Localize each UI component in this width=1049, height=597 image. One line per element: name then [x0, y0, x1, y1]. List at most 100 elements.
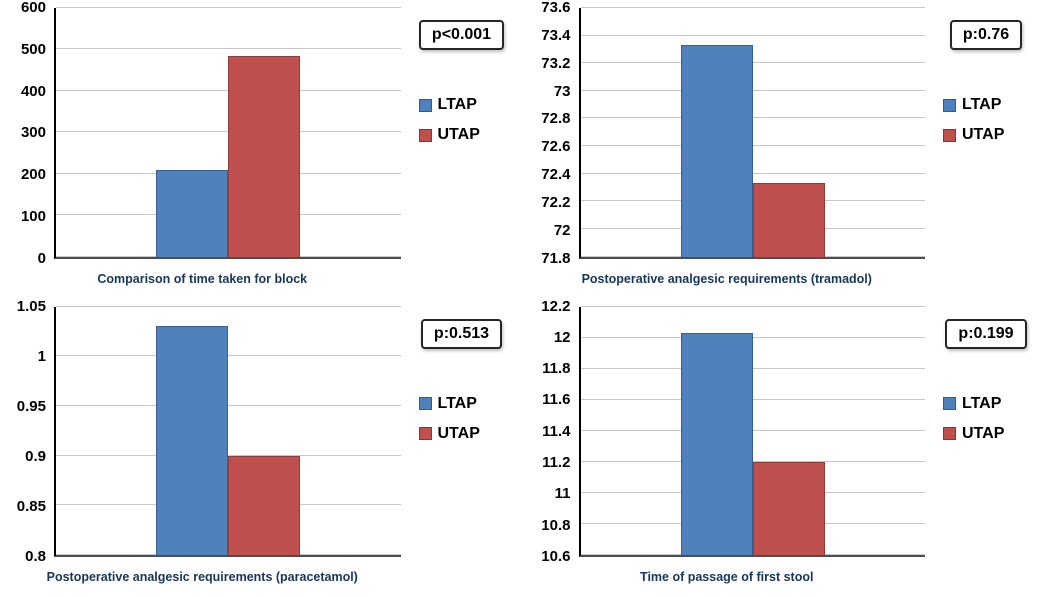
- chart-title: Postoperative analgesic requirements (pa…: [46, 570, 358, 584]
- gridline: [580, 145, 925, 147]
- p-value-label: p:0.513: [433, 324, 490, 342]
- y-tick-label: 10.8: [541, 516, 571, 534]
- y-tick-label: 73.2: [541, 54, 571, 72]
- bar-ltap: [680, 332, 753, 555]
- chart-panel-first-stool: 12.2 12 11.8 11.6 11.4 11.2 11 10.8 10.6 Time of…: [525, 299, 1049, 597]
- y-tick-label: 400: [20, 82, 46, 100]
- bar-utap: [228, 55, 301, 257]
- chart-title: Postoperative analgesic requirements (tr…: [581, 271, 872, 286]
- y-tick-label: 1: [37, 347, 46, 365]
- legend-item-ltap: LTAP: [418, 96, 480, 114]
- y-tick-label: 0.95: [16, 397, 46, 415]
- y-tick-label: 11.4: [542, 422, 571, 440]
- y-axis: 1.05 1 0.95 0.9 0.85 0.8: [4, 299, 54, 566]
- utap-swatch-icon: [943, 128, 956, 142]
- plot-area: [578, 7, 925, 259]
- legend-item-ltap: LTAP: [943, 96, 1004, 114]
- y-tick-label: 0.85: [16, 497, 46, 515]
- legend-label-ltap: LTAP: [437, 96, 477, 113]
- gridline: [580, 34, 925, 36]
- gridline: [56, 454, 401, 456]
- gridline: [580, 117, 925, 119]
- bar-ltap: [156, 326, 229, 555]
- gridline: [580, 89, 925, 91]
- y-tick-label: 12: [553, 328, 571, 346]
- bar-utap: [752, 183, 825, 257]
- gridline: [580, 429, 925, 431]
- chart-panel-tramadol: 73.6 73.4 73.2 73 72.8 72.6 72.4 72.2 72 71.8 Pos…: [525, 0, 1049, 299]
- y-tick-label: 11.8: [542, 360, 571, 378]
- gridline: [56, 48, 401, 50]
- chart-panel-paracetamol: 1.05 1 0.95 0.9 0.85 0.8 Postoperative analge…: [0, 299, 525, 597]
- y-tick-label: 72.2: [541, 193, 571, 211]
- legend-label-ltap: LTAP: [962, 394, 1002, 412]
- gridline: [56, 355, 401, 357]
- y-tick-label: 10.6: [541, 548, 571, 565]
- legend-label-utap: UTAP: [962, 424, 1005, 442]
- chart-title: Time of passage of first stool: [640, 570, 814, 584]
- gridline: [56, 7, 401, 8]
- y-tick-label: 0: [37, 249, 46, 267]
- gridline: [580, 7, 925, 8]
- legend-item-utap: UTAP: [418, 126, 480, 144]
- chart-panel-time-for-block: 600 500 400 300 200 100 0 Comparison of time t…: [0, 0, 525, 299]
- y-tick-label: 11: [554, 485, 571, 503]
- legend: LTAP UTAP: [925, 395, 1004, 443]
- gridline: [580, 398, 925, 400]
- y-tick-label: 0.9: [25, 447, 46, 465]
- p-value-box: p:0.513: [420, 318, 503, 349]
- legend: LTAP UTAP: [401, 395, 480, 443]
- p-value-box: p:0.199: [945, 318, 1027, 349]
- y-tick-label: 500: [20, 40, 46, 58]
- y-tick-label: 1.05: [16, 298, 46, 315]
- y-tick-label: 600: [20, 0, 46, 16]
- legend-item-utap: UTAP: [943, 425, 1004, 443]
- gridline: [580, 62, 925, 64]
- plot-area: [54, 305, 401, 557]
- legend-item-ltap: LTAP: [943, 395, 1004, 413]
- legend-label-utap: UTAP: [437, 126, 480, 143]
- legend-item-utap: UTAP: [943, 126, 1004, 144]
- bar-group: [56, 8, 401, 257]
- y-axis: 73.6 73.4 73.2 73 72.8 72.6 72.4 72.2 72 71.8: [529, 0, 579, 267]
- legend: LTAP UTAP: [401, 96, 480, 144]
- utap-swatch-icon: [418, 427, 432, 440]
- bar-utap: [228, 455, 301, 555]
- legend-label-utap: UTAP: [962, 126, 1005, 143]
- y-tick-label: 12.2: [541, 298, 571, 315]
- gridline: [580, 367, 925, 369]
- p-value-label: p:0.199: [958, 324, 1014, 342]
- p-value-box: p:0.76: [949, 20, 1023, 50]
- y-axis: 12.2 12 11.8 11.6 11.4 11.2 11 10.8 10.6: [529, 299, 579, 566]
- p-value-label: p:0.76: [962, 26, 1010, 43]
- p-value-label: p<0.001: [431, 26, 492, 43]
- legend-label-ltap: LTAP: [437, 394, 477, 412]
- bar-utap: [752, 461, 825, 555]
- plot-area: [578, 305, 926, 557]
- y-tick-label: 73.6: [541, 0, 571, 16]
- y-tick-label: 100: [20, 207, 46, 225]
- p-value-box: p<0.001: [418, 20, 505, 50]
- gridline: [580, 305, 925, 307]
- ltap-swatch-icon: [943, 397, 956, 410]
- plot-area: [54, 7, 401, 259]
- legend-label-utap: UTAP: [437, 424, 480, 442]
- utap-swatch-icon: [418, 128, 432, 142]
- gridline: [56, 305, 401, 307]
- y-tick-label: 72: [553, 221, 571, 239]
- y-tick-label: 71.8: [541, 249, 571, 267]
- y-tick-label: 0.8: [25, 548, 46, 565]
- ltap-swatch-icon: [418, 98, 432, 112]
- legend-item-utap: UTAP: [418, 424, 480, 443]
- y-tick-label: 72.4: [541, 166, 571, 184]
- legend: LTAP UTAP: [925, 96, 1004, 144]
- y-tick-label: 73.4: [541, 26, 571, 44]
- bar-group: [581, 307, 926, 555]
- legend-label-ltap: LTAP: [962, 96, 1002, 113]
- bar-ltap: [156, 169, 229, 257]
- y-tick-label: 300: [20, 124, 46, 142]
- y-tick-label: 72.6: [541, 138, 571, 156]
- y-axis: 600 500 400 300 200 100 0: [4, 0, 54, 267]
- gridline: [580, 460, 925, 462]
